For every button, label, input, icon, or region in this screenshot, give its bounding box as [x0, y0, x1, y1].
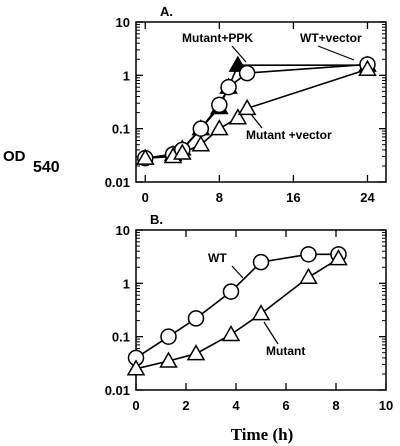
y-tick-label: 10 — [116, 15, 130, 30]
marker-mutant — [299, 267, 318, 285]
marker-wt — [187, 310, 205, 327]
panel-a-annotation-pointers — [231, 45, 355, 129]
marker-mutant — [221, 324, 241, 342]
annotation-wt-vector: WT+vector — [300, 31, 362, 45]
panel-b-label: B. — [150, 212, 163, 227]
marker-wt-vector — [238, 64, 256, 82]
y-axis-label-subscript: 540 — [33, 159, 60, 176]
y-tick-label: 0.1 — [112, 330, 130, 345]
annotation-pointer — [263, 321, 279, 345]
marker-mutant — [251, 304, 271, 321]
y-tick-label: 0.01 — [105, 175, 130, 190]
x-tick-label: 0 — [132, 398, 139, 413]
marker-mutant — [159, 351, 178, 368]
marker-mutant-vector — [228, 108, 248, 125]
x-tick-label: 4 — [232, 398, 240, 413]
marker-wt-vector — [220, 78, 237, 96]
marker-mutant — [329, 249, 348, 266]
panel-b-annotation-pointers — [231, 265, 279, 345]
x-tick-label: 8 — [216, 190, 223, 205]
annotation-pointer — [317, 45, 355, 61]
panel-b: B. 0.01 0.1 1 10 0 2 4 6 8 10 WT Mutant — [105, 212, 394, 413]
panel-b-frame — [135, 229, 387, 391]
marker-mutant-vector — [173, 143, 192, 160]
x-tick-label: 6 — [282, 398, 289, 413]
marker-mutant — [186, 344, 206, 361]
y-tick-label: 10 — [116, 223, 130, 238]
x-tick-label: 10 — [379, 398, 393, 413]
marker-wt-vector — [211, 96, 228, 114]
y-tick-label: 0.1 — [112, 122, 130, 137]
panel-a-ticks: 0.01 0.1 1 10 0 8 16 24 — [105, 15, 386, 205]
panel-b-markers — [126, 246, 348, 376]
y-axis-label: OD 540 — [3, 148, 60, 176]
panel-b-ticks: 0.01 0.1 1 10 0 2 4 6 8 10 — [105, 223, 394, 413]
annotation-mutant: Mutant — [266, 344, 305, 358]
marker-mutant-vector — [237, 98, 257, 116]
x-tick-label: 2 — [182, 398, 189, 413]
y-axis-label-main: OD — [3, 148, 26, 165]
annotation-pointer — [231, 265, 244, 279]
panel-a-frame — [135, 21, 387, 183]
marker-wt — [300, 246, 317, 263]
marker-mutant-vector — [210, 119, 229, 136]
annotation-wt: WT — [208, 251, 227, 265]
x-tick-label: 24 — [360, 190, 375, 205]
x-tick-label: 0 — [142, 190, 149, 205]
x-tick-label: 16 — [286, 190, 300, 205]
y-tick-label: 0.01 — [105, 383, 130, 398]
marker-wt — [252, 253, 270, 271]
x-axis-label: Time (h) — [231, 425, 294, 444]
marker-mutant-vector — [191, 135, 211, 152]
panel-a: A. 0.01 0.1 1 10 0 8 16 24 Mutant+PPK WT+vector… — [105, 4, 387, 205]
marker-wt — [222, 283, 240, 300]
marker-mutant-vector — [135, 148, 155, 165]
y-tick-label: 1 — [123, 276, 130, 291]
panel-a-label: A. — [160, 4, 173, 19]
marker-mutant-vector — [358, 59, 377, 77]
x-tick-label: 8 — [332, 398, 339, 413]
annotation-mutant-vector: Mutant +vector — [246, 128, 332, 142]
y-tick-label: 1 — [123, 68, 130, 83]
annotation-pointer — [231, 45, 247, 63]
panel-a-markers — [135, 55, 377, 167]
annotation-mutant-ppk: Mutant+PPK — [182, 31, 253, 45]
marker-wt-vector — [192, 120, 210, 137]
marker-mutant — [126, 359, 146, 376]
marker-wt — [160, 328, 177, 345]
